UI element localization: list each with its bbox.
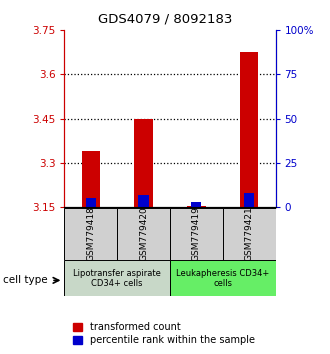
Bar — [187, 206, 206, 207]
Text: GSM779418: GSM779418 — [86, 206, 95, 262]
Text: GSM779421: GSM779421 — [245, 207, 254, 261]
Text: GDS4079 / 8092183: GDS4079 / 8092183 — [98, 12, 232, 25]
Bar — [244, 193, 254, 207]
Text: GSM779420: GSM779420 — [139, 207, 148, 261]
Text: Leukapheresis CD34+
cells: Leukapheresis CD34+ cells — [176, 269, 269, 288]
Bar — [191, 202, 201, 207]
Bar — [139, 195, 148, 207]
Bar — [240, 52, 258, 207]
Text: Lipotransfer aspirate
CD34+ cells: Lipotransfer aspirate CD34+ cells — [73, 269, 161, 288]
Bar — [134, 119, 153, 207]
Bar — [117, 208, 170, 260]
Legend: transformed count, percentile rank within the sample: transformed count, percentile rank withi… — [69, 319, 258, 349]
Text: cell type: cell type — [3, 275, 48, 285]
Bar — [86, 198, 96, 207]
Bar — [64, 208, 117, 260]
Bar — [170, 208, 223, 260]
Text: GSM779419: GSM779419 — [192, 206, 201, 262]
Bar — [223, 208, 276, 260]
Bar — [82, 151, 100, 207]
Bar — [64, 260, 170, 296]
Bar — [170, 260, 276, 296]
